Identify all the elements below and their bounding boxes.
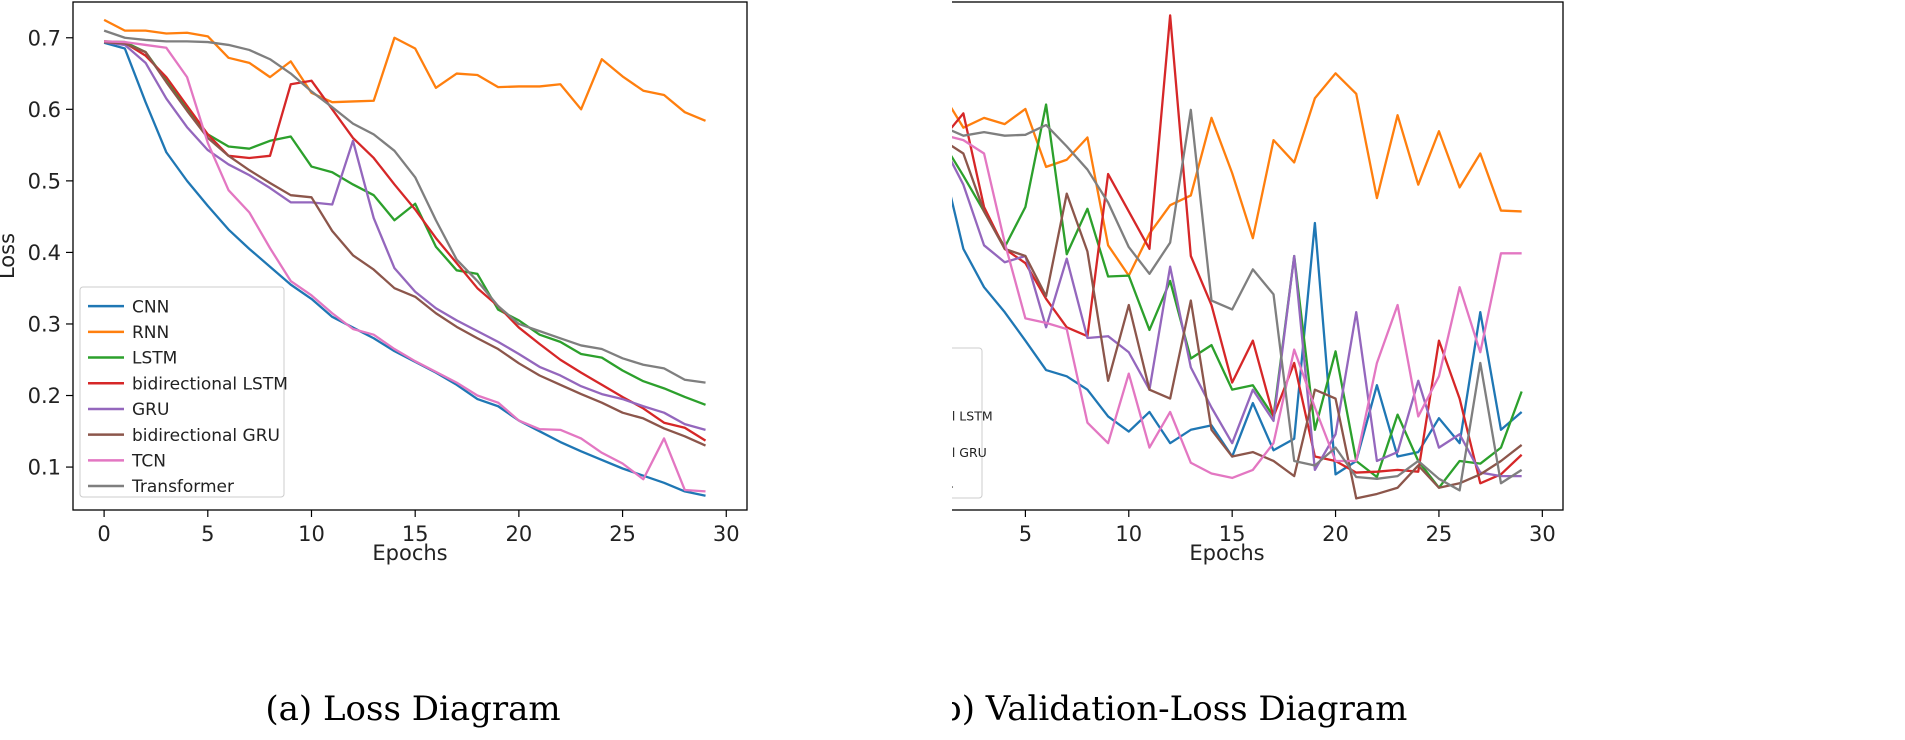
loss-x-tick-label: 30: [713, 522, 740, 546]
validation-loss-x-tick-label: 5: [1019, 522, 1032, 546]
loss-legend-item-transformer: Transformer: [88, 477, 234, 497]
validation-loss-legend-item-transformer: Transformer: [952, 482, 954, 497]
loss-legend-item-bidirectional-lstm: bidirectional LSTM: [88, 374, 288, 394]
loss-series-line-rnn: [103, 18, 706, 122]
loss-series-group: [103, 18, 707, 497]
validation-loss-x-tick-label: 10: [1115, 522, 1142, 546]
loss-chart-svg: 0 5 10 15 20 25 30 0.1 0.2 0.3 0.4 0.5 0.6 0.7 Epochs L…: [0, 1, 748, 729]
loss-legend-item-bidirectional-gru: bidirectional GRU: [88, 426, 280, 446]
loss-y-tick-label: 0.5: [28, 169, 61, 193]
validation-loss-series-line-transformer: [952, 108, 1523, 492]
loss-y-tick-label: 0.3: [28, 312, 61, 336]
loss-legend-label: LSTM: [132, 349, 177, 369]
loss-x-tick-label: 15: [402, 522, 429, 546]
loss-y-tick-label: 0.7: [28, 26, 61, 50]
loss-legend-item-rnn: RNN: [88, 323, 169, 343]
loss-legend-label: CNN: [132, 297, 169, 317]
loss-legend: CNN RNN LSTM bidirectional LSTM GRU bidirecti…: [79, 286, 288, 498]
validation-loss-series-line-bidirectional-lstm: [952, 14, 1523, 485]
validation-loss-x-tick-label: 20: [1322, 522, 1349, 546]
loss-x-tick-label: 5: [201, 522, 214, 546]
loss-legend-label: RNN: [132, 323, 169, 343]
loss-series-line-transformer: [103, 29, 706, 384]
loss-y-tick-label: 0.2: [28, 384, 61, 408]
loss-y-axis-title: Loss: [0, 233, 19, 279]
validation-loss-x-tick-label: 25: [1426, 522, 1453, 546]
loss-legend-label: GRU: [132, 400, 169, 420]
loss-axes-frame: [72, 1, 748, 511]
loss-legend-label: bidirectional GRU: [132, 426, 280, 446]
loss-plot: 0 5 10 15 20 25 30 0.1 0.2 0.3 0.4 0.5 0.6 0.7 Epochs L…: [0, 1, 748, 729]
validation-loss-series-group: [952, 14, 1523, 500]
validation-loss-series-line-bidirectional-gru: [952, 144, 1523, 500]
loss-x-tick-label: 10: [298, 522, 325, 546]
loss-legend-label: TCN: [131, 451, 166, 471]
loss-x-axis-title: Epochs: [372, 541, 447, 565]
validation-loss-legend-box: [952, 347, 983, 499]
loss-legend-item-lstm: LSTM: [88, 349, 177, 369]
loss-y-tick-label: 0.6: [28, 98, 61, 122]
validation-loss-caption: (b) Validation-Loss Diagram: [952, 689, 1407, 729]
loss-series-line-tcn: [104, 40, 706, 493]
loss-caption: (a) Loss Diagram: [265, 689, 560, 729]
validation-loss-series-line-gru: [952, 160, 1522, 478]
loss-legend-label: bidirectional LSTM: [132, 374, 288, 394]
validation-loss-x-axis-title: Epochs: [1189, 541, 1264, 565]
loss-y-tick-label: 0.1: [28, 456, 61, 480]
loss-legend-item-tcn: TCN: [88, 451, 166, 471]
validation-loss-x-tick-label: 30: [1529, 522, 1556, 546]
loss-x-tick-label: 20: [506, 522, 533, 546]
loss-series-line-gru: [103, 40, 706, 431]
validation-loss-legend-label: Transformer: [952, 482, 954, 497]
loss-x-tick-label: 0: [97, 522, 110, 546]
validation-loss-series-line-rnn: [952, 72, 1522, 277]
loss-legend-label: Transformer: [131, 477, 234, 497]
loss-x-tick-label: 25: [609, 522, 636, 546]
loss-legend-item-cnn: CNN: [88, 297, 169, 317]
loss-legend-box: [79, 286, 285, 498]
validation-loss-plot: 0510152025300.30.40.50.60.70.8Epochsvali…: [952, 1, 1564, 729]
validation-loss-legend-item-bidirectional-lstm: bidirectional LSTM: [952, 409, 993, 424]
validation-loss-x-tick-label: 15: [1219, 522, 1246, 546]
validation-loss-chart: 0510152025300.30.40.50.60.70.8Epochsvali…: [952, 0, 1905, 740]
validation-loss-series-line-tcn: [952, 136, 1522, 480]
validation-loss-legend-label: bidirectional GRU: [952, 445, 987, 460]
loss-legend-item-gru: GRU: [88, 400, 169, 420]
validation-loss-legend-label: bidirectional LSTM: [952, 409, 993, 424]
validation-loss-chart-svg: 0510152025300.30.40.50.60.70.8Epochsvali…: [952, 1, 1564, 729]
loss-series-line-cnn: [103, 41, 706, 497]
loss-y-tick-label: 0.4: [28, 241, 61, 265]
loss-chart: 0 5 10 15 20 25 30 0.1 0.2 0.3 0.4 0.5 0.6 0.7 Epochs L…: [0, 0, 950, 740]
validation-loss-legend-item-bidirectional-gru: bidirectional GRU: [952, 445, 987, 460]
validation-loss-axes-frame: [952, 1, 1564, 511]
